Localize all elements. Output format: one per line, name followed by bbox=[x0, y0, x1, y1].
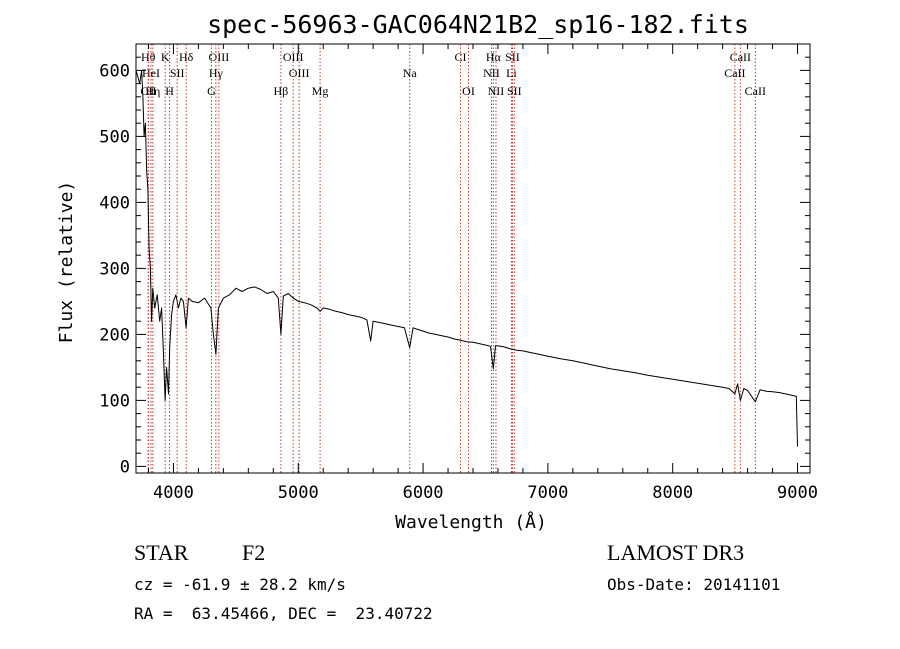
x-tick-label: 8000 bbox=[652, 483, 693, 503]
spectral-line-label: Li bbox=[506, 66, 517, 80]
spectral-line-label: K bbox=[161, 50, 170, 64]
spectral-line-label: Hθ bbox=[141, 50, 156, 64]
spectral-line-label: OI bbox=[462, 84, 475, 98]
series-layer bbox=[135, 69, 798, 447]
spectral-line-label: CaII bbox=[745, 84, 766, 98]
spectral-line-label: Hη bbox=[145, 84, 160, 98]
spectral-line-label: Na bbox=[403, 66, 418, 80]
spectral-line-label: H bbox=[165, 84, 174, 98]
y-tick-label: 600 bbox=[99, 61, 130, 81]
spectral-line-label: CaII bbox=[724, 66, 745, 80]
y-axis-label: Flux (relative) bbox=[56, 181, 77, 344]
spectral-line-label: OIII bbox=[209, 50, 230, 64]
y-tick-label: 500 bbox=[99, 127, 130, 147]
y-tick-label: 400 bbox=[99, 193, 130, 213]
spectral-line-label: NII bbox=[483, 66, 500, 80]
obs-date: Obs-Date: 20141101 bbox=[607, 575, 781, 594]
spectral-line-label: NII bbox=[488, 84, 505, 98]
y-tick-label: 0 bbox=[120, 457, 130, 477]
x-tick-label: 9000 bbox=[777, 483, 818, 503]
object-class: STAR bbox=[134, 540, 189, 565]
y-tick-label: 300 bbox=[99, 259, 130, 279]
x-axis-label: Wavelength (Å) bbox=[395, 511, 547, 533]
chart-title: spec-56963-GAC064N21B2_sp16-182.fits bbox=[207, 10, 749, 39]
y-tick-label: 200 bbox=[99, 325, 130, 345]
survey-name: LAMOST DR3 bbox=[607, 540, 745, 565]
spectral-line-label: Hα bbox=[486, 50, 502, 64]
x-tick-label: 4000 bbox=[153, 483, 194, 503]
coordinates: RA = 63.45466, DEC = 23.40722 bbox=[134, 604, 433, 623]
spectral-line-label: CI bbox=[455, 50, 467, 64]
spectral-line-label: Mg bbox=[312, 84, 329, 98]
spectral-line-label: Hβ bbox=[274, 84, 289, 98]
x-tick-label: 5000 bbox=[278, 483, 319, 503]
y-tick-label: 100 bbox=[99, 391, 130, 411]
spectral-line-label: Hδ bbox=[179, 50, 194, 64]
spectral-line-label: SII bbox=[507, 84, 522, 98]
plot-frame bbox=[135, 43, 811, 474]
series-line-flux bbox=[135, 69, 798, 447]
spectral-line-label: CaII bbox=[730, 50, 751, 64]
spectral-line-label: SII bbox=[170, 66, 185, 80]
spectral-line-label: Hγ bbox=[209, 66, 224, 80]
x-tick-label: 6000 bbox=[403, 483, 444, 503]
spectral-line-label: SII bbox=[505, 50, 520, 64]
ticks-layer: 4000 5000 6000 7000 8000 9000 0 100 200 300 400 500… bbox=[99, 44, 818, 503]
cz-value: cz = -61.9 ± 28.2 km/s bbox=[134, 575, 346, 594]
spectral-line-label: HeI bbox=[142, 66, 160, 80]
spectral-line-label: OIII bbox=[289, 66, 310, 80]
object-subclass: F2 bbox=[242, 540, 266, 565]
spectral-line-label: G bbox=[207, 84, 216, 98]
x-tick-label: 7000 bbox=[527, 483, 568, 503]
spectral-line-label: OIII bbox=[283, 50, 304, 64]
